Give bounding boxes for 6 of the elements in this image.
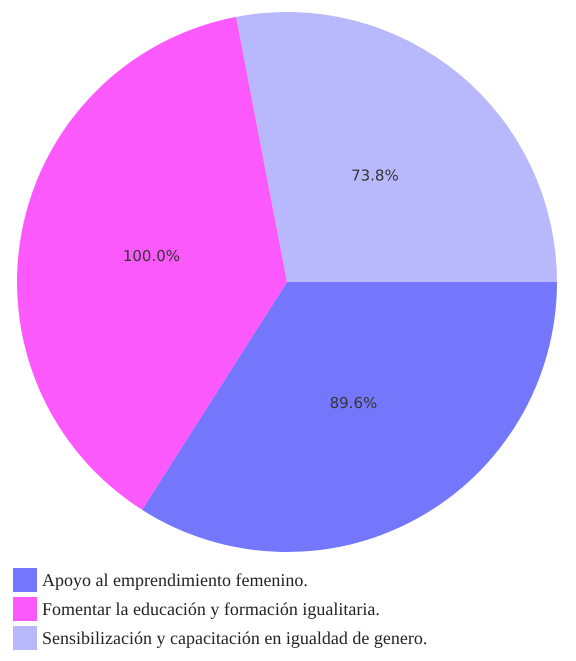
data-label: 89.6% bbox=[330, 394, 378, 412]
legend-label: Apoyo al emprendimiento femenino. bbox=[42, 570, 308, 590]
legend-label: Sensibilización y capacitación en igualdad de genero. bbox=[42, 628, 428, 648]
data-label: 73.8% bbox=[351, 166, 399, 185]
legend-label: Fomentar la educación y formación igualitaria. bbox=[42, 599, 380, 619]
data-label: 100.0% bbox=[122, 247, 180, 266]
